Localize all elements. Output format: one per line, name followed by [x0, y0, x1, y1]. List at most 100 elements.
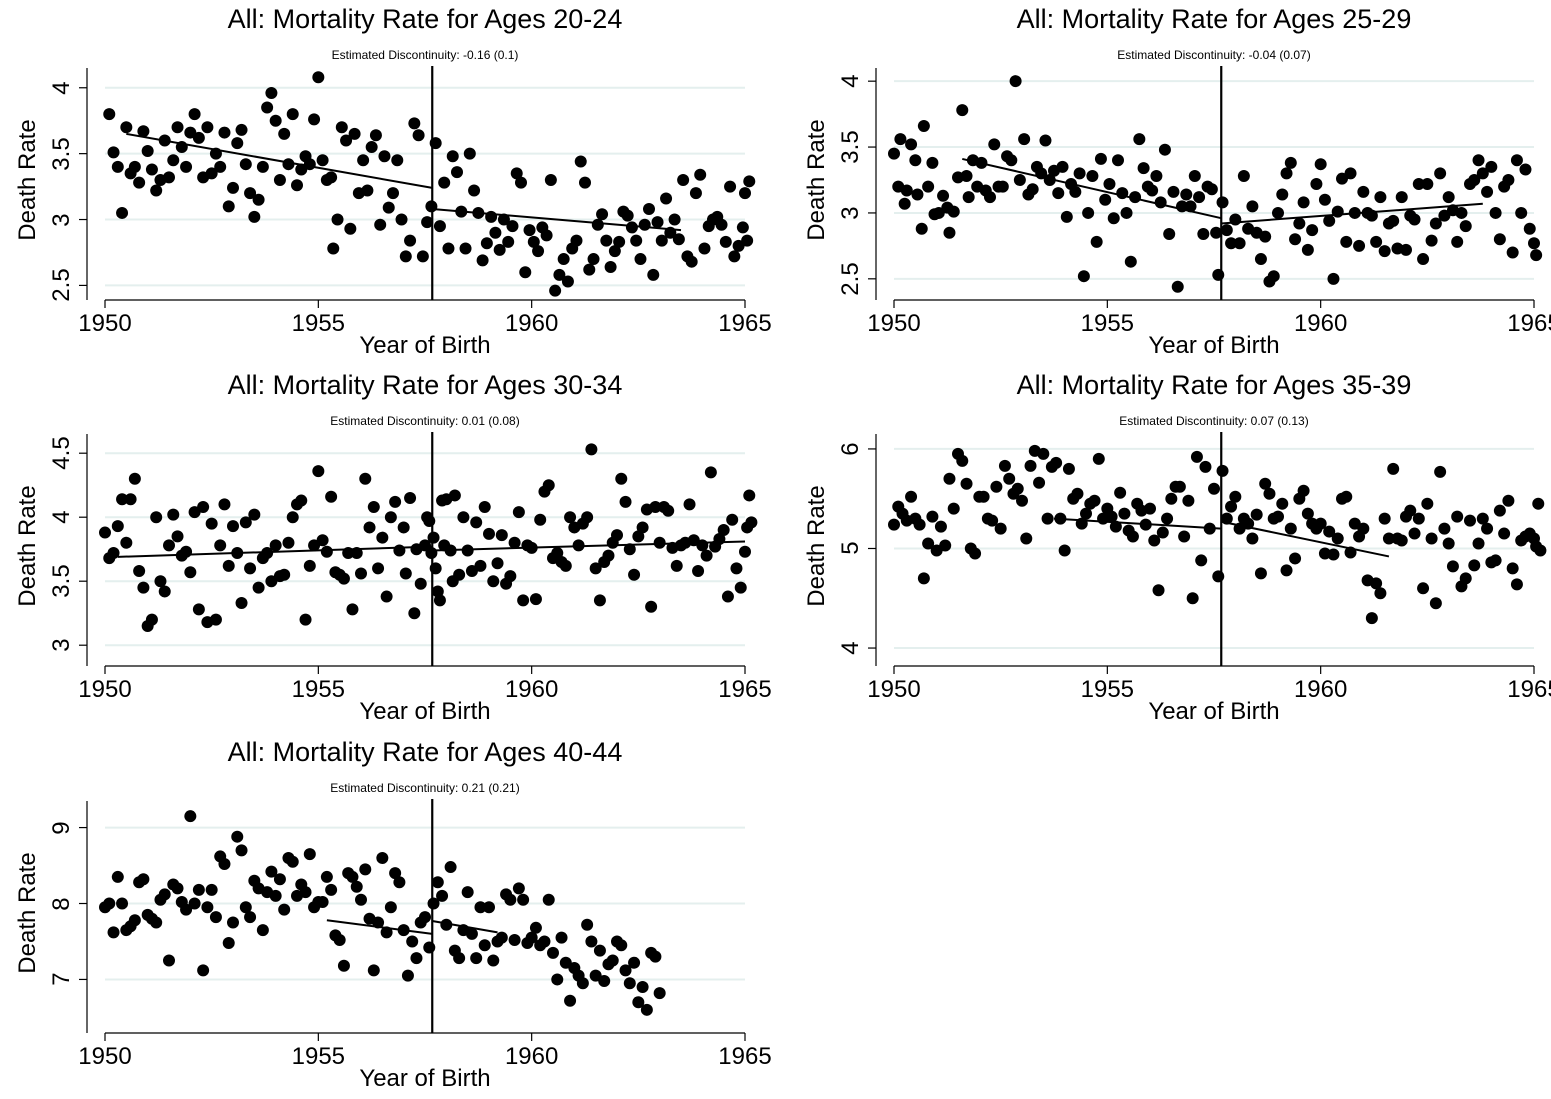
data-point: [429, 137, 442, 150]
data-point: [116, 897, 129, 910]
data-point: [655, 234, 668, 247]
data-point: [1018, 133, 1031, 146]
data-point: [244, 911, 257, 924]
data-point: [387, 187, 399, 200]
data-point: [1510, 578, 1523, 591]
data-point: [1289, 233, 1302, 246]
data-point: [1327, 548, 1340, 561]
data-point: [668, 213, 681, 226]
data-point: [1182, 494, 1195, 507]
data-point: [721, 590, 734, 603]
data-point: [412, 129, 425, 142]
data-point: [649, 500, 662, 513]
data-point: [218, 126, 231, 139]
data-point: [325, 171, 338, 184]
data-point: [1446, 560, 1459, 573]
data-point: [150, 184, 163, 197]
data-point: [1094, 152, 1107, 165]
data-point: [1530, 249, 1543, 262]
data-point: [303, 848, 316, 861]
data-point: [252, 581, 265, 594]
data-point: [1532, 497, 1545, 510]
data-point: [470, 952, 483, 965]
fit-line-right: [432, 540, 746, 552]
data-point: [389, 867, 402, 880]
data-point: [273, 174, 286, 186]
fit-line-left: [326, 919, 433, 935]
data-point: [1370, 235, 1383, 248]
data-point: [619, 495, 632, 508]
data-point: [167, 508, 180, 521]
data-point: [180, 903, 193, 916]
data-point: [316, 895, 329, 908]
data-point: [201, 901, 214, 914]
data-point: [433, 220, 446, 233]
data-point: [922, 180, 935, 193]
data-point: [427, 897, 440, 910]
fit-line-left: [126, 132, 433, 189]
data-point: [414, 577, 427, 590]
data-point: [348, 127, 361, 140]
data-point: [1417, 253, 1430, 266]
data-point: [1400, 243, 1412, 256]
data-point: [1493, 504, 1506, 517]
x-tick-label: 1955: [1080, 310, 1135, 337]
data-point: [1250, 508, 1263, 521]
data-point: [888, 518, 900, 531]
data-point: [677, 174, 690, 186]
data-point: [1107, 212, 1120, 225]
data-point: [444, 861, 457, 874]
data-point: [491, 557, 504, 570]
data-point: [996, 180, 1009, 193]
data-point: [553, 268, 566, 281]
data-point: [630, 234, 643, 247]
data-point: [1259, 477, 1272, 490]
data-point: [1112, 154, 1124, 167]
data-point: [1237, 170, 1250, 183]
data-point: [525, 931, 538, 944]
data-point: [239, 158, 252, 171]
data-point: [1156, 526, 1169, 539]
data-point: [1225, 237, 1238, 250]
data-point: [947, 502, 960, 515]
data-point: [1506, 246, 1519, 259]
data-point: [1016, 494, 1028, 507]
data-point: [399, 250, 412, 263]
data-point: [197, 964, 210, 977]
data-point: [1208, 482, 1220, 495]
data-point: [988, 138, 1001, 151]
data-point: [1498, 527, 1511, 540]
data-point: [947, 205, 960, 218]
x-tick-label: 1950: [867, 676, 921, 703]
data-point: [1188, 170, 1201, 183]
x-tick-label: 1965: [718, 310, 772, 337]
data-point: [133, 564, 146, 577]
data-point: [538, 935, 551, 948]
data-point: [335, 121, 348, 134]
data-point: [265, 87, 278, 100]
data-point: [1455, 206, 1468, 219]
data-point: [363, 521, 376, 534]
data-point: [683, 498, 696, 511]
data-point: [1088, 494, 1101, 507]
data-point: [1105, 510, 1118, 523]
data-point: [1425, 234, 1438, 247]
data-point: [291, 179, 303, 192]
data-point: [278, 903, 291, 916]
y-tick-label: 4: [837, 641, 864, 655]
data-point: [111, 520, 124, 533]
chart-title: All: Mortality Rate for Ages 20-24: [227, 4, 623, 34]
data-point: [404, 492, 417, 504]
y-tick-label: 2.5: [837, 262, 864, 296]
data-point: [1476, 167, 1489, 180]
data-point: [717, 524, 730, 536]
data-point: [502, 235, 515, 248]
data-point: [1459, 572, 1472, 585]
data-point: [1476, 512, 1489, 525]
data-point: [1468, 559, 1481, 572]
fit-line-right: [432, 919, 498, 934]
data-point: [227, 520, 239, 533]
data-point: [510, 167, 523, 180]
data-point: [325, 490, 338, 503]
data-point: [478, 939, 491, 952]
